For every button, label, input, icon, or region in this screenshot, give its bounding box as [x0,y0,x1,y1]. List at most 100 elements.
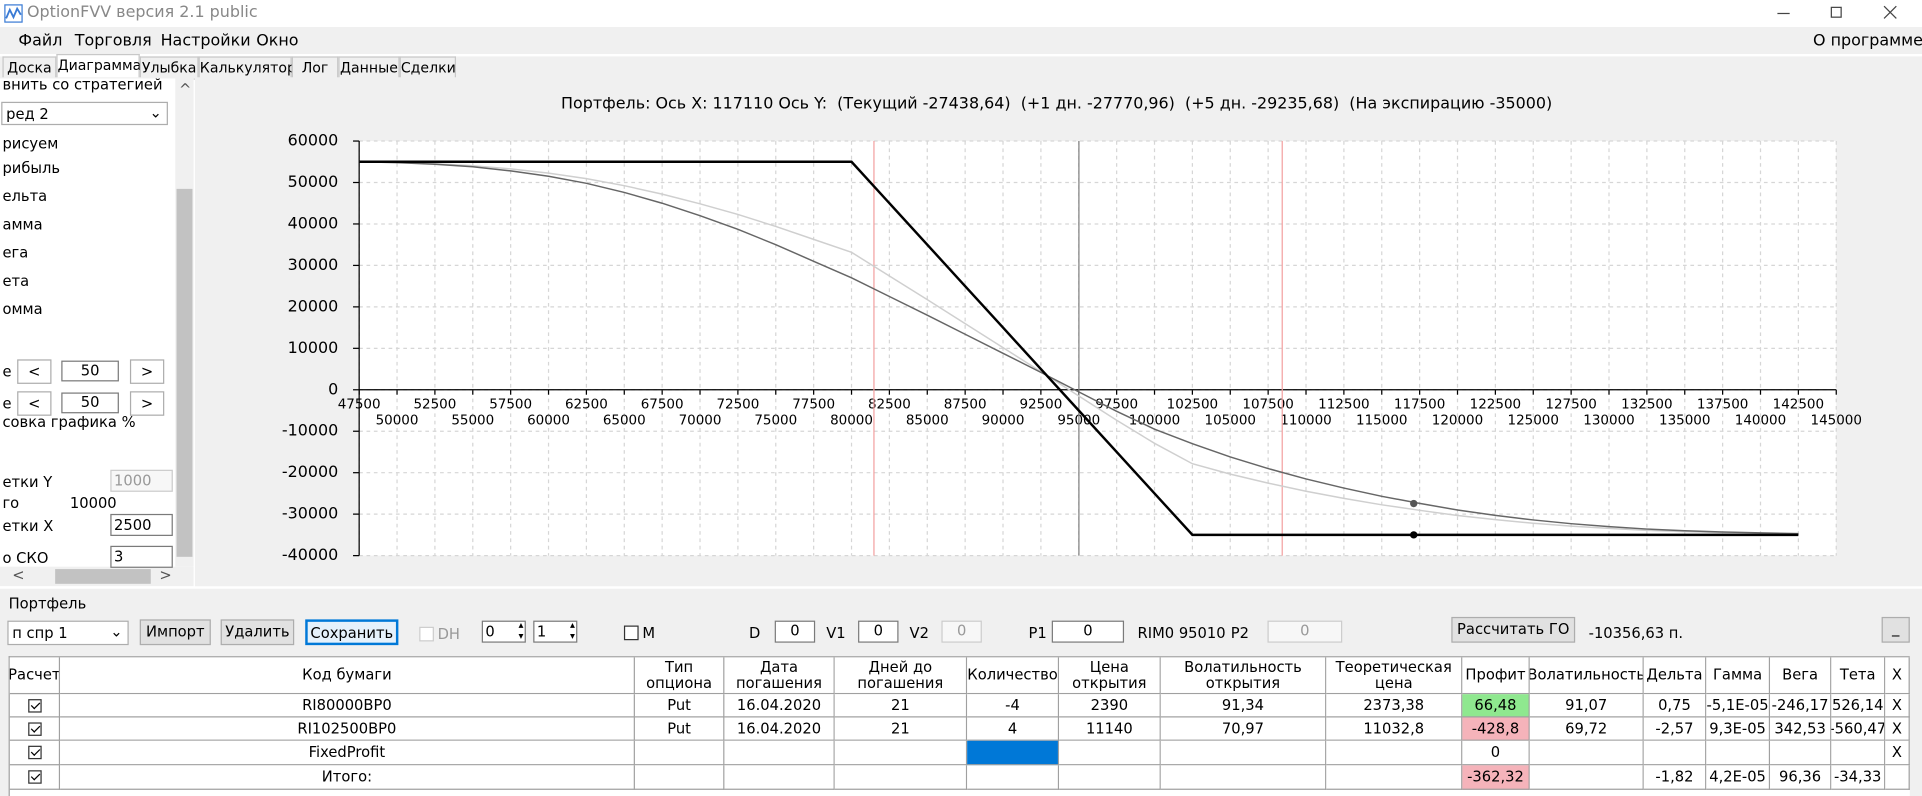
window-title: OptionFVV версия 2.1 public [26,3,258,23]
table-cell: Итого: [60,765,635,790]
x-tick-label: 110000 [1280,412,1331,428]
checkbox[interactable] [27,698,42,712]
tab-strip: Доска Диаграмма Улыбка Калькулятор Лог Данные… [0,53,1922,80]
checkbox[interactable] [419,626,434,642]
checkbox[interactable] [27,745,42,760]
spin-value: 1 [536,623,547,641]
x-tick-label: 122500 [1470,396,1521,412]
y-tick-label: -30000 [282,504,338,523]
table-cell [1326,740,1463,766]
x-tick-label: 135000 [1659,412,1710,428]
x-tick-label: 50000 [376,412,419,428]
table-cell: -560,47 [1831,717,1886,741]
x-tick-label: 137500 [1697,396,1748,412]
import-button[interactable]: Импорт [139,619,211,646]
table-cell: 16.04.2020 [724,694,835,718]
check-cell [9,740,61,766]
table-cell: 21 [834,694,968,718]
spin-box[interactable]: 1 ▴ ▾ [533,619,578,643]
x-tick-label: 87500 [944,396,987,412]
table-cell: 11140 [1059,717,1161,741]
input[interactable]: 3 [110,545,173,568]
table-cell: -4 [967,694,1060,718]
menu-item[interactable]: Файл [18,31,63,51]
label: ельта [2,187,48,205]
tab[interactable]: Диаграмма [56,53,141,78]
minus-button[interactable]: < [17,391,52,416]
menu-item[interactable]: Окно [256,31,299,51]
x-tick-label: 80000 [830,412,873,428]
menu-item[interactable]: О программе [1812,31,1922,51]
label: ета [2,272,30,290]
table-cell: -5,1E-05 [1706,694,1771,718]
minimize-button[interactable]: _ [1881,616,1910,643]
check-cell [9,717,61,741]
tab[interactable]: Данные [338,56,400,78]
label: го [2,494,20,512]
h-scrollbar[interactable]: < > [0,566,194,587]
label: амма [2,215,43,234]
tab[interactable]: Лог [291,56,339,78]
portfolio-select[interactable]: п спр 1 ⌄ [7,620,129,646]
table-cell: 2373,38 [1326,694,1463,718]
table-cell[interactable]: X [1885,717,1910,741]
table-cell[interactable] [1885,765,1910,790]
table-cell [834,765,968,790]
y-tick-label: 60000 [288,131,339,150]
plus-button[interactable]: > [129,391,165,416]
window-controls[interactable] [1765,0,1922,27]
checkbox[interactable] [27,770,42,784]
input[interactable]: 0 [1051,620,1125,643]
plus-button[interactable]: > [129,359,165,384]
table-cell[interactable]: X [1885,740,1910,766]
y-tick-label: 0 [328,379,338,398]
input[interactable]: 0 [774,620,816,643]
input[interactable]: 50 [61,360,119,382]
input[interactable]: 0 [858,620,899,643]
tab[interactable]: Сделки [399,56,456,78]
tab[interactable]: Улыбка [139,56,199,78]
table-cell: 96,36 [1770,765,1832,790]
spin-box[interactable]: 0 ▴ ▾ [481,619,526,643]
tab[interactable]: Доска [2,56,57,78]
table-cell: -362,32 [1462,765,1530,790]
table-cell[interactable]: X [1885,694,1910,718]
table-cell: -2,57 [1643,717,1707,741]
menu-item[interactable]: Настройки [160,31,251,51]
delete-button[interactable]: Удалить [220,619,295,646]
x-tick-label: 65000 [603,412,646,428]
input[interactable]: 2500 [110,513,173,536]
table-cell [1326,765,1463,790]
checkbox-label: M [642,624,656,642]
menu-bar [0,26,1922,54]
label: о СКО [2,549,49,567]
input[interactable]: 1000 [110,469,173,492]
checkbox[interactable] [27,721,42,736]
checkbox[interactable] [623,625,639,641]
minus-button[interactable]: < [17,359,52,384]
save-button[interactable]: Сохранить [305,619,399,646]
table-cell: Put [634,717,725,741]
label: рибыль [2,159,61,177]
scrollbar[interactable] [175,78,194,567]
calc-button[interactable]: Рассчитать ГО [1451,616,1576,643]
table-cell: 526,14 [1831,694,1886,718]
input[interactable]: 0 [1267,620,1343,643]
table-cell [634,740,725,766]
field-label: P1 [1028,624,1047,642]
tab[interactable]: Калькулятор [198,56,296,78]
x-tick-label: 127500 [1545,396,1596,412]
x-tick-label: 145000 [1811,412,1862,428]
spin-value: 0 [485,623,495,641]
header-cell: Код бумаги [60,657,635,695]
label: рисуем [2,134,59,153]
table-cell [724,740,835,766]
table-cell [634,765,725,790]
table-cell: 66,48 [1462,694,1530,718]
input[interactable]: 0 [941,620,982,643]
header-cell: Дата погашения [724,657,835,695]
menu-item[interactable]: Торговля [74,31,152,51]
input[interactable]: 50 [61,392,119,414]
strategy-select[interactable]: ред 2 ⌄ [1,101,168,126]
